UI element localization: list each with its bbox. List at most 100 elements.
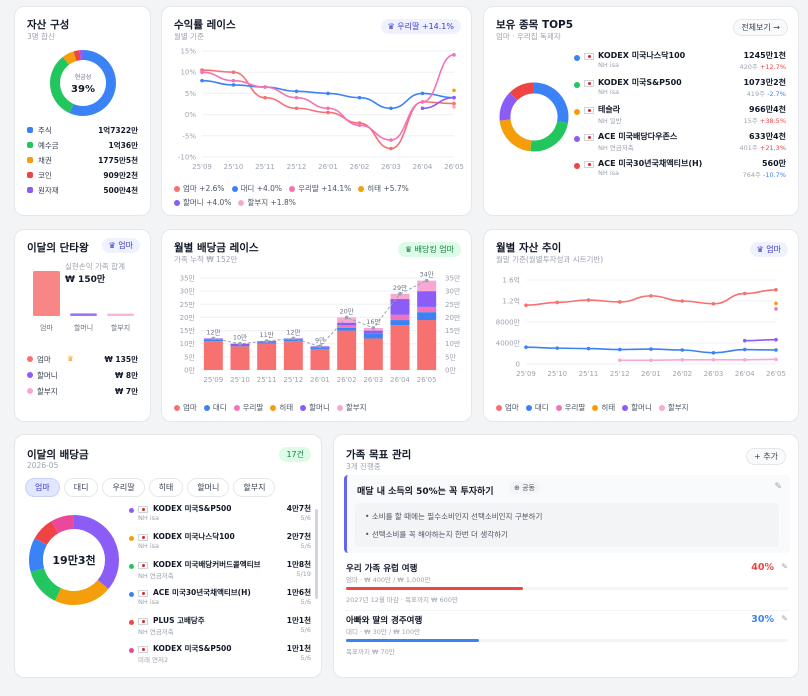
dividend-row[interactable]: PLUS 고배당주 NH 연금저축 1만1천 5/6	[129, 615, 311, 643]
add-goal-button[interactable]: + 추가	[746, 448, 786, 465]
dividend-row[interactable]: KODEX 미국S&P500 NH isa 4만7천 5/6	[129, 503, 311, 531]
king-bar-label: 할머니	[74, 323, 93, 332]
main-goal-edit-icon[interactable]: ✎	[774, 482, 782, 492]
legend-dot	[174, 404, 180, 411]
asset-item[interactable]: 채권 1775만5천	[27, 155, 138, 170]
holding-row[interactable]: KODEX 미국S&P500 NH isa 1073만2천 419주 -2.7%	[574, 76, 786, 103]
legend-item[interactable]: 대디 +4.0%	[231, 183, 282, 194]
series-point-히태	[774, 301, 778, 306]
series-point-우리딸	[774, 307, 778, 311]
king-label: 엄마	[37, 355, 51, 364]
legend-item[interactable]: 할부지	[336, 402, 367, 413]
holding-row[interactable]: 테슬라 NH 일반 966만4천 15주 +38.5%	[574, 103, 786, 130]
holding-row[interactable]: KODEX 미국나스닥100 NH isa 1245만1천 420주 +12.7%	[574, 49, 786, 76]
asset-label: 주식	[38, 126, 52, 135]
race-leader-badge: ♛ 우리딸 +14.1%	[380, 19, 461, 34]
holding-detail: 401주 +21.3%	[739, 142, 786, 152]
holding-shares: 420주	[739, 63, 758, 71]
legend-item[interactable]: 히태	[592, 402, 615, 413]
legend-item[interactable]: 대디	[525, 402, 549, 413]
top5-donut[interactable]	[494, 77, 574, 157]
dividend-tab[interactable]: 엄마	[25, 478, 60, 497]
goal-item[interactable]: 아빠와 딸의 경주여행 대디 · ₩ 30만 / ₩ 100만 30% ✎ 목표까지 ₩…	[344, 611, 790, 663]
asset-item[interactable]: 주식 1억7322만	[27, 125, 138, 140]
total-point	[264, 339, 269, 343]
goal-item[interactable]: 우리 가족 유럽 여행 엄마 · ₩ 400만 / ₩ 1,000만 40% ✎ 202…	[344, 559, 790, 611]
legend-item[interactable]: 우리딸	[233, 402, 263, 413]
king-item[interactable]: 할머니 ₩ 8만	[27, 370, 138, 386]
y-tick-label: 4000만	[496, 339, 521, 348]
bar-할머니	[417, 291, 437, 307]
dividend-row[interactable]: KODEX 미국배당커버드콜액티브 NH 연금저축 1만8천 5/19	[129, 559, 311, 587]
x-tick-label: 25'09	[192, 163, 212, 171]
goal-percent: 30%	[751, 614, 774, 625]
holding-dot	[574, 109, 580, 115]
asset-item[interactable]: 원자재 500만4천	[27, 185, 138, 200]
legend-item[interactable]: 히태 +5.7%	[358, 183, 409, 194]
dividend-tab[interactable]: 할머니	[187, 478, 230, 497]
asset-value: 1775만5천	[98, 156, 138, 165]
legend-item[interactable]: 할머니	[622, 402, 652, 413]
dividend-amount: 2만7천	[286, 532, 311, 541]
series-line-할머니	[744, 338, 777, 342]
dividend-row[interactable]: KODEX 미국S&P500 미래 연저2 1만1천 5/6	[129, 643, 311, 671]
series-point-우리딸	[200, 70, 204, 74]
bar-total-label: 20만	[340, 306, 354, 315]
legend-item[interactable]: 히태	[270, 402, 293, 413]
y-tick-label-right: 0만	[445, 366, 456, 375]
legend-item[interactable]: 엄마	[496, 402, 519, 413]
holding-row[interactable]: ACE 미국30년국채액티브(H) NH isa 560만 764주 -10.7%	[574, 157, 786, 184]
legend-label: 대디	[534, 403, 549, 412]
goal-edit-icon[interactable]: ✎	[781, 562, 788, 571]
legend-item[interactable]: 할머니 +4.0%	[174, 197, 231, 208]
dividend-row[interactable]: ACE 미국30년국채액티브(H) NH isa 1만6천 5/6	[129, 587, 311, 615]
series-point-할머니	[452, 95, 456, 100]
asset-item[interactable]: 예수금 1억36만	[27, 140, 138, 155]
crown-icon: ♛	[756, 245, 767, 254]
view-all-button[interactable]: 전체보기 →	[733, 19, 788, 36]
series-point-대디	[586, 346, 591, 351]
legend-item[interactable]: 할머니	[300, 402, 330, 413]
legend-item[interactable]: 할부지 +1.8%	[238, 197, 296, 208]
dividend-tab[interactable]: 우리딸	[102, 478, 145, 497]
dividend-list: KODEX 미국S&P500 NH isa 4만7천 5/6 KODEX 미국나스닥10…	[129, 503, 311, 671]
total-point	[344, 315, 349, 320]
dividend-row[interactable]: KODEX 미국나스닥100 NH isa 2만7천 5/6	[129, 531, 311, 559]
dividend-scrollbar[interactable]	[315, 509, 318, 599]
us-flag-icon	[584, 107, 594, 114]
dividend-amount: 1만1천	[286, 644, 311, 653]
x-tick-label: 25'12	[283, 376, 303, 384]
x-tick-label: 26'01	[318, 163, 338, 171]
series-point-할부지	[649, 358, 653, 363]
y-tick-label-right: 20만	[445, 313, 461, 322]
series-point-할부지	[774, 357, 778, 362]
race-subtitle: 월별 기준	[174, 32, 204, 41]
king-item[interactable]: 할부지 ₩ 7만	[27, 386, 138, 402]
dividend-tab[interactable]: 할부지	[233, 478, 276, 497]
goal-note: • 선택소비를 꼭 해야하는지 한번 더 생각하기	[365, 530, 508, 539]
legend-item[interactable]: 엄마	[174, 402, 197, 413]
legend-item[interactable]: 엄마 +2.6%	[174, 183, 225, 194]
dividend-tab[interactable]: 히태	[148, 478, 184, 497]
goal-edit-icon[interactable]: ✎	[781, 614, 788, 623]
legend-item[interactable]: 대디	[203, 402, 227, 413]
holding-row[interactable]: ACE 미국배당다우존스 NH 연금저축 633만4천 401주 +21.3%	[574, 130, 786, 157]
legend-item[interactable]: 우리딸	[555, 402, 585, 413]
assettrend-badge-text: 엄마	[766, 245, 781, 254]
dividend-donut[interactable]: 19만3천	[19, 505, 129, 615]
asset-donut[interactable]: 현금성 39%	[15, 43, 151, 123]
goals-title: 가족 목표 관리	[346, 449, 412, 461]
king-item[interactable]: 엄마 ♛ ₩ 135만	[27, 354, 138, 370]
x-tick-label: 25'11	[257, 376, 277, 384]
legend-item[interactable]: 우리딸 +14.1%	[289, 183, 351, 194]
asset-item[interactable]: 코인 909만2천	[27, 170, 138, 185]
dividend-tab[interactable]: 대디	[63, 478, 99, 497]
legend-item[interactable]: 할부지	[658, 402, 689, 413]
dividend-donut-slice	[55, 579, 109, 605]
dividend-date: 5/6	[300, 654, 311, 662]
divrace-title: 월별 배당금 레이스	[174, 242, 259, 254]
holding-value: 1073만2천	[743, 78, 786, 87]
dividend-account: NH isa	[138, 542, 159, 550]
bar-할머니	[363, 330, 383, 334]
asset-card: 자산 구성 3명 합산 현금성 39% 주식 1억7322만 예수금 1억36만 채권 1…	[14, 6, 151, 216]
